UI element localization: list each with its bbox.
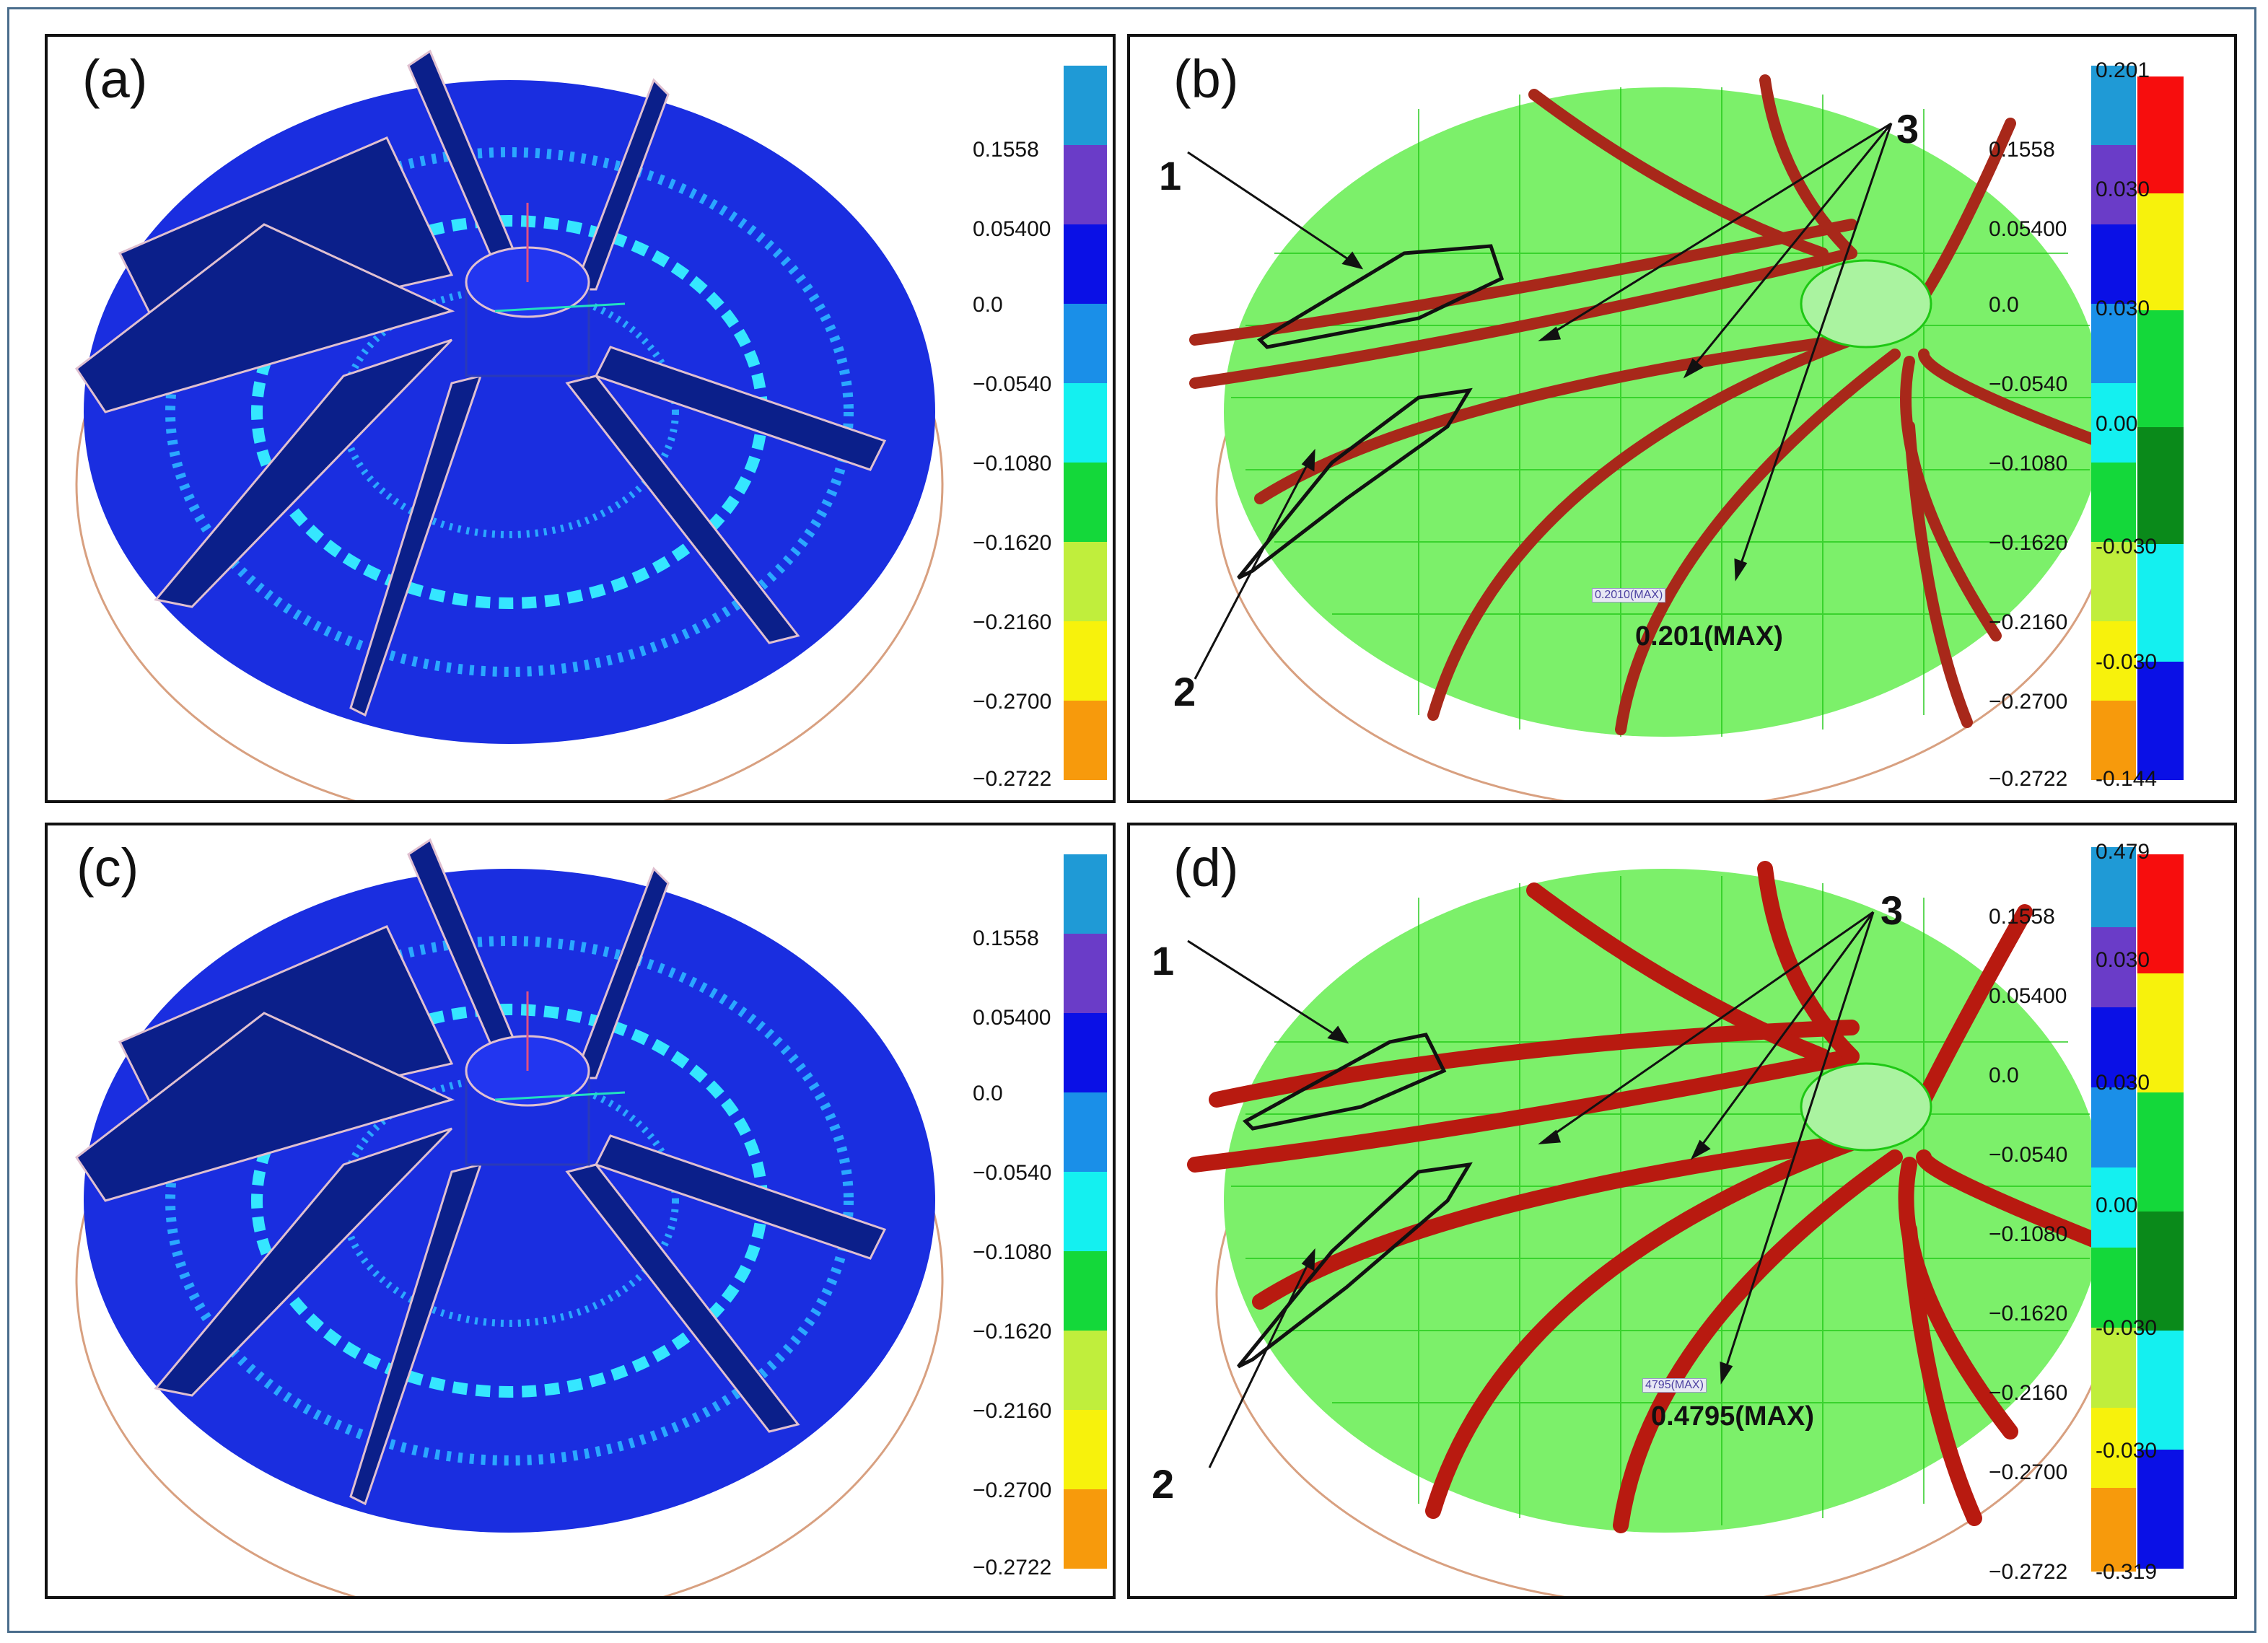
scale-label: −0.1620 xyxy=(1989,1302,2068,1326)
dev-scale-label: -0.030 xyxy=(2096,650,2158,674)
dev-scale-top: 0.479 xyxy=(2096,840,2150,864)
swatch-5 xyxy=(1064,383,1107,463)
scale-label: −0.2700 xyxy=(1989,690,2068,714)
annotation-3: 3 xyxy=(1880,888,1904,933)
swatch-4 xyxy=(1064,304,1107,383)
scale-label: 0.0 xyxy=(1989,1064,2019,1087)
scale-label: 0.05400 xyxy=(1989,217,2067,241)
point-cloud-render-d xyxy=(1187,861,2113,1596)
color-scale-c: 0.1558 0.05400 0.0 −0.0540 −0.1080 −0.16… xyxy=(893,825,1110,1596)
point-cloud-render-b xyxy=(1187,74,2113,800)
color-scale-a: 0.1558 0.05400 0.0 −0.0540 −0.1080 −0.16… xyxy=(893,37,1110,800)
scale-label: 0.0 xyxy=(973,1082,1003,1105)
scale-label: −0.2160 xyxy=(1989,610,2068,634)
scale-label: 0.05400 xyxy=(1989,984,2067,1008)
scale-label: −0.2722 xyxy=(973,767,1052,791)
scale-label: −0.1080 xyxy=(973,452,1052,476)
panel-label: (a) xyxy=(82,49,148,109)
annotation-1: 1 xyxy=(1152,938,1175,983)
scale-label: −0.2160 xyxy=(973,610,1052,634)
swatch-3 xyxy=(1064,224,1107,304)
scale-label: −0.0540 xyxy=(1989,1143,2068,1167)
scale-label: 0.1558 xyxy=(973,138,1039,162)
swatch-6 xyxy=(1064,463,1107,542)
dev-scale-label: -0.030 xyxy=(2096,1316,2158,1340)
swatch-8 xyxy=(1064,621,1107,701)
annotation-2: 2 xyxy=(1173,669,1196,714)
dev-scale-label: -0.030 xyxy=(2096,1439,2158,1463)
max-label: 0.4795(MAX) xyxy=(1651,1401,1814,1432)
dev-scale-label: 0.030 xyxy=(2096,948,2150,972)
inner-color-bar xyxy=(2091,66,2136,780)
scale-label: 0.0 xyxy=(1989,293,2019,317)
panel-label: (c) xyxy=(76,838,139,898)
color-scale-b: 0.1558 0.05400 0.0 −0.0540 −0.1080 −0.16… xyxy=(1989,37,2234,800)
annotation-1: 1 xyxy=(1159,153,1182,198)
scale-label: 0.05400 xyxy=(973,217,1051,241)
scale-label: 0.0 xyxy=(973,293,1003,317)
scale-label: −0.1620 xyxy=(973,531,1052,555)
panel-label: (b) xyxy=(1173,49,1239,109)
max-tag: 0.2010(MAX) xyxy=(1592,588,1666,603)
dev-scale-label: 0.00 xyxy=(2096,412,2138,436)
outer-color-bar xyxy=(2137,854,2184,1569)
color-bar xyxy=(1064,66,1107,780)
dev-scale-bottom: -0.319 xyxy=(2096,1560,2158,1584)
inner-color-bar xyxy=(2091,847,2136,1572)
swatch-7 xyxy=(1064,542,1107,621)
figure-frame xyxy=(7,7,2256,1633)
scale-label: −0.2722 xyxy=(1989,1560,2068,1584)
scale-label: 0.1558 xyxy=(1989,138,2055,162)
dev-scale-label: 0.00 xyxy=(2096,1193,2138,1217)
dev-scale-bottom: -0.144 xyxy=(2096,767,2158,791)
scale-label: −0.2160 xyxy=(1989,1381,2068,1405)
scale-label: −0.1620 xyxy=(973,1320,1052,1344)
annotation-2: 2 xyxy=(1152,1461,1175,1507)
swatch-2 xyxy=(1064,145,1107,224)
dev-scale-top: 0.201 xyxy=(2096,58,2150,82)
scale-label: 0.1558 xyxy=(973,926,1039,950)
impeller-render-a xyxy=(74,49,944,800)
scale-label: −0.0540 xyxy=(973,372,1052,396)
max-label: 0.201(MAX) xyxy=(1635,621,1783,652)
color-scale-d: 0.1558 0.05400 0.0 −0.0540 −0.1080 −0.16… xyxy=(1989,825,2234,1596)
outer-color-bar xyxy=(2137,76,2184,780)
swatch-9 xyxy=(1064,701,1107,780)
scale-label: −0.1080 xyxy=(973,1240,1052,1264)
scale-label: −0.1080 xyxy=(1989,452,2068,476)
panel-label: (d) xyxy=(1173,838,1239,898)
scale-label: −0.2722 xyxy=(1989,767,2068,791)
scale-label: −0.1080 xyxy=(1989,1222,2068,1246)
scale-label: 0.05400 xyxy=(973,1006,1051,1030)
panel-a: (a) 0.1558 0.05400 0.0 −0.0540 −0.1080 −… xyxy=(45,34,1116,803)
dev-scale-label: 0.030 xyxy=(2096,1071,2150,1095)
scale-label: −0.2700 xyxy=(973,690,1052,714)
impeller-render-c xyxy=(74,838,944,1596)
scale-label: −0.2700 xyxy=(973,1478,1052,1502)
dev-scale-label: -0.030 xyxy=(2096,535,2158,558)
scale-label: −0.1620 xyxy=(1989,531,2068,555)
scale-label: −0.2700 xyxy=(1989,1460,2068,1484)
scale-label: 0.1558 xyxy=(1989,905,2055,929)
scale-label: −0.2160 xyxy=(973,1399,1052,1423)
annotation-3: 3 xyxy=(1896,106,1919,152)
scale-label: −0.0540 xyxy=(1989,372,2068,396)
panel-b: (b) 1 2 3 0.2010(MAX) 0.201(MAX) 0.1558 … xyxy=(1127,34,2237,803)
panel-c: (c) 0.1558 0.05400 0.0 −0.0540 −0.1080 −… xyxy=(45,823,1116,1599)
scale-label: −0.0540 xyxy=(973,1161,1052,1185)
color-bar xyxy=(1064,854,1107,1569)
panel-d: (d) 1 2 3 4795(MAX) 0.4795(MAX) 0.1558 0… xyxy=(1127,823,2237,1599)
scale-label: −0.2722 xyxy=(973,1556,1052,1580)
swatch-1 xyxy=(1064,66,1107,145)
max-tag: 4795(MAX) xyxy=(1642,1378,1707,1393)
dev-scale-label: 0.030 xyxy=(2096,297,2150,320)
dev-scale-label: 0.030 xyxy=(2096,178,2150,201)
